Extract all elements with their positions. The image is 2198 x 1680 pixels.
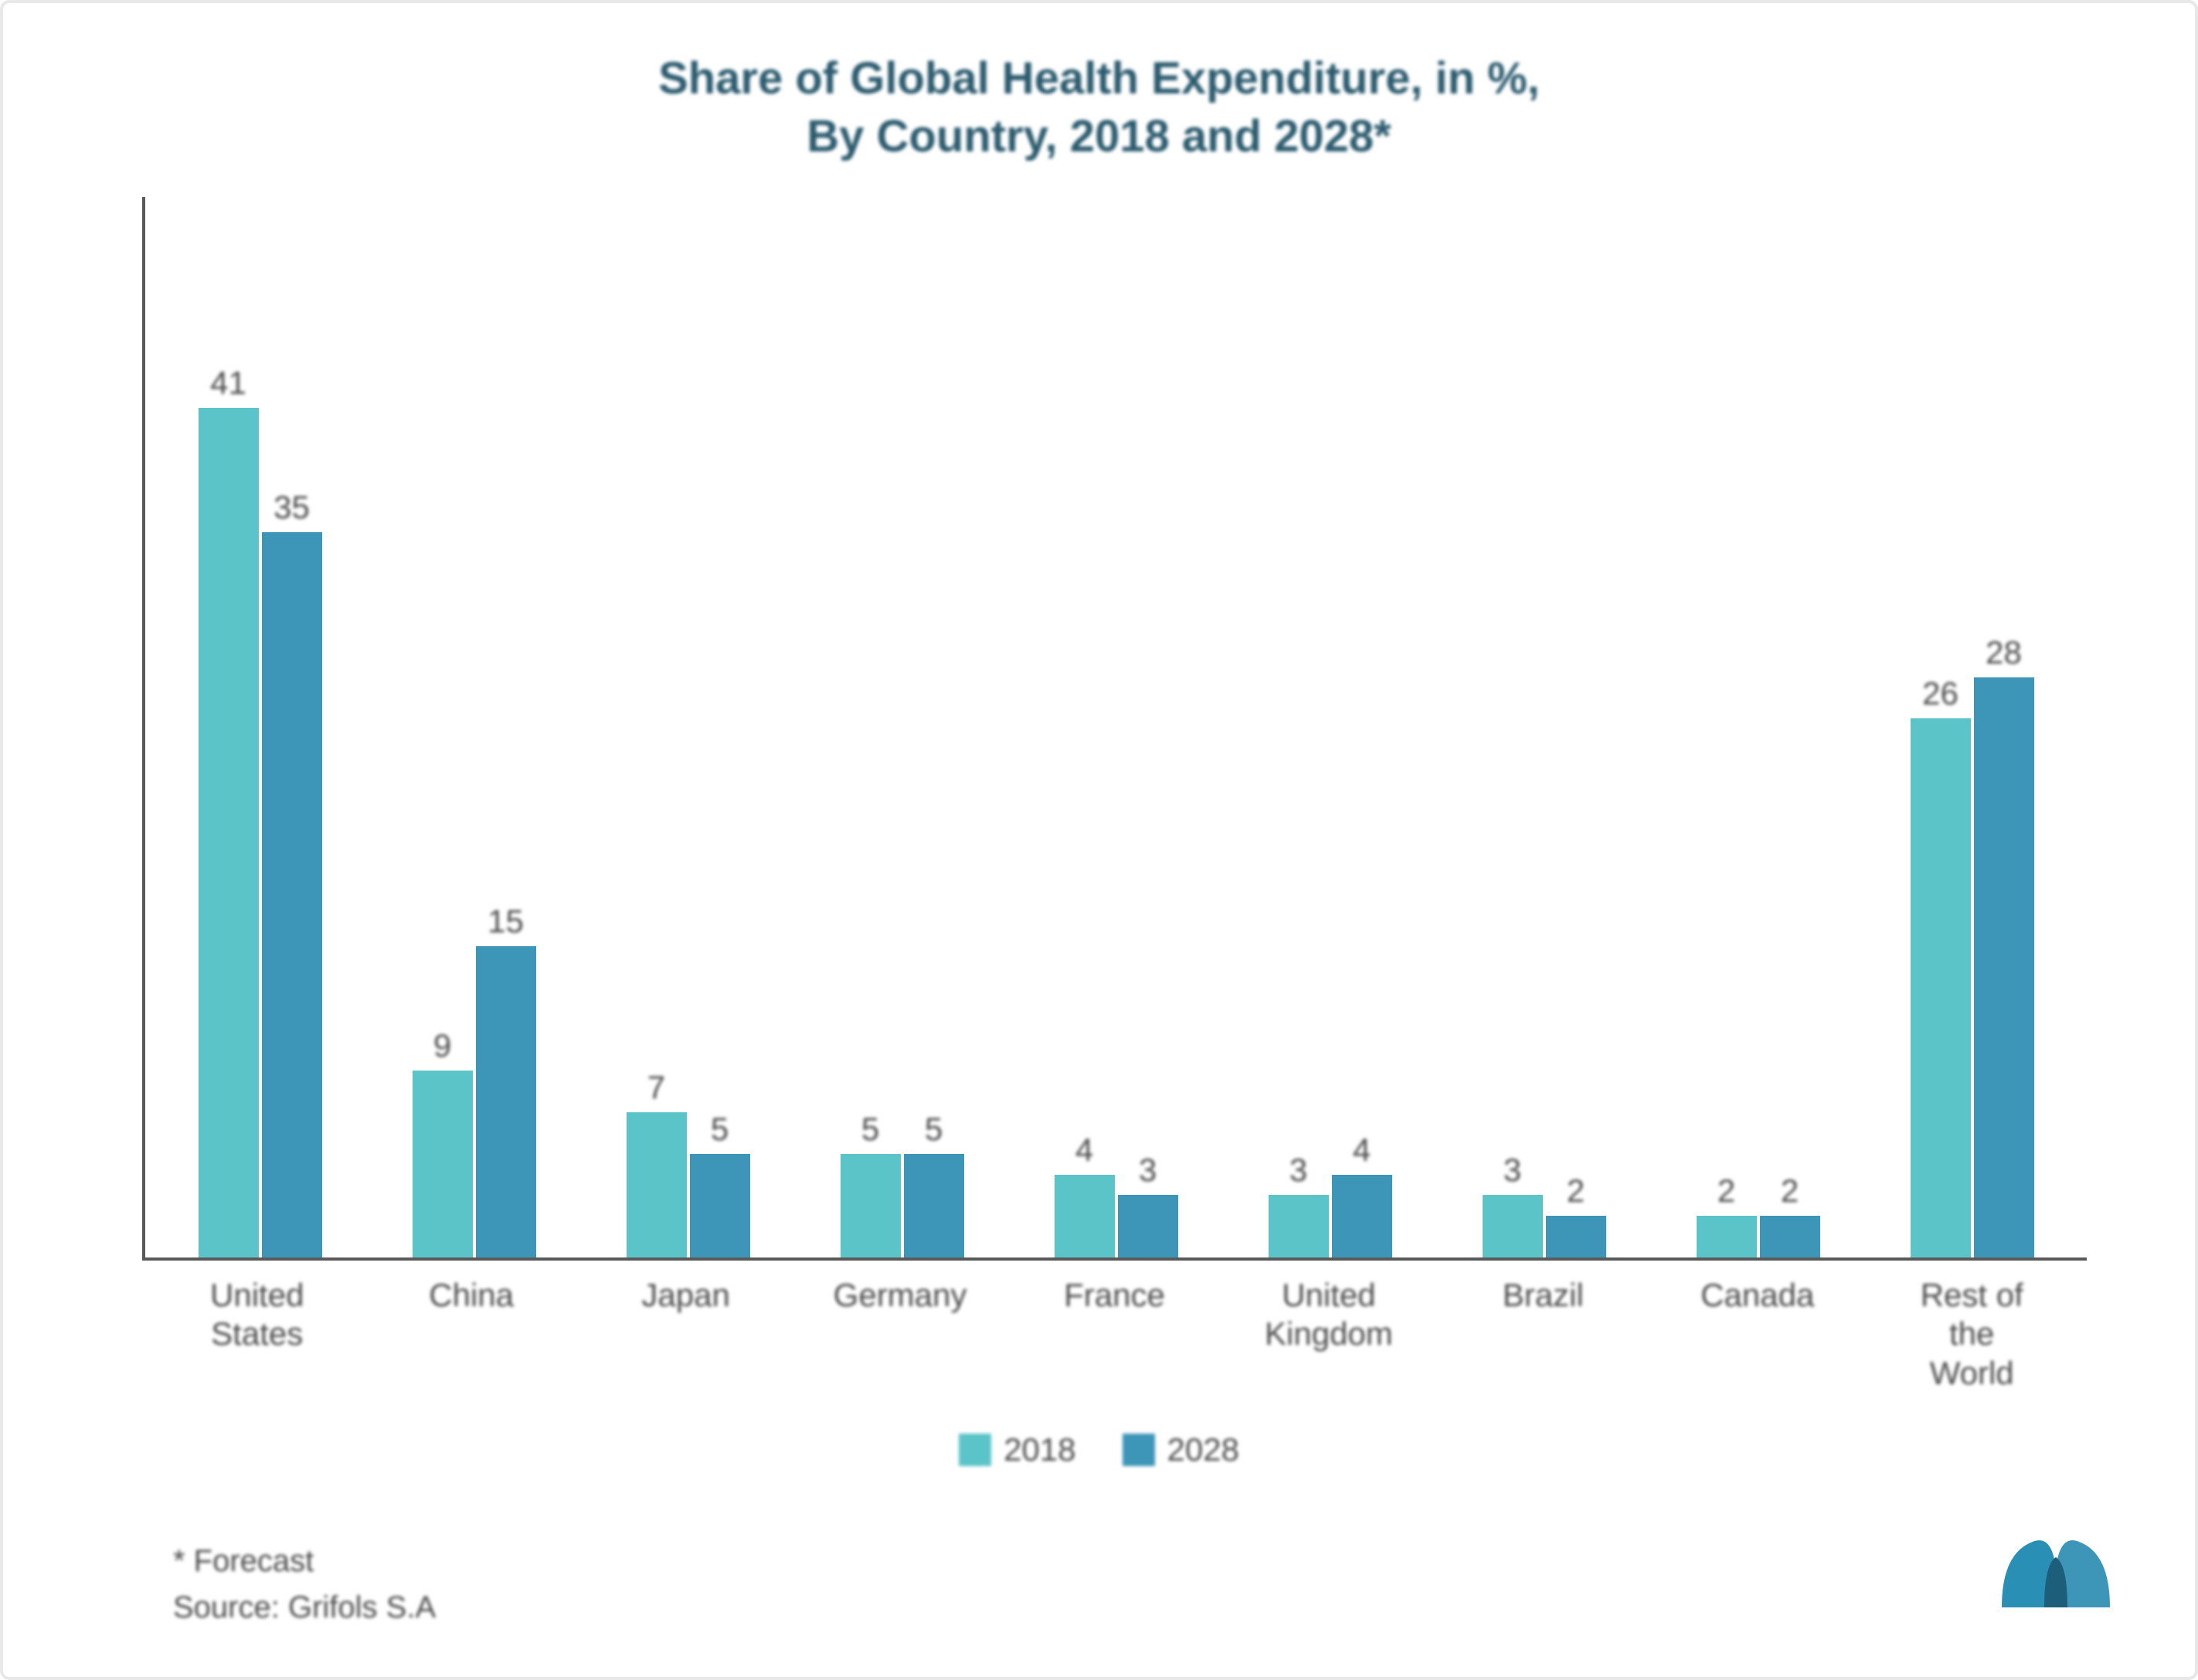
bar-group: 22 (1651, 1216, 1865, 1257)
bar: 9 (413, 1071, 473, 1257)
bar-value-label: 5 (861, 1111, 879, 1148)
bar-value-label: 2 (1717, 1173, 1735, 1210)
bar: 5 (904, 1154, 964, 1257)
bar-value-label: 2 (1567, 1173, 1585, 1210)
x-axis-label: Japan (579, 1276, 793, 1393)
legend-item-2028: 2028 (1123, 1431, 1239, 1468)
bar: 7 (627, 1112, 687, 1257)
title-line-1: Share of Global Health Expenditure, in %… (80, 49, 2118, 107)
bar: 4 (1332, 1175, 1392, 1257)
x-axis-label: United States (150, 1276, 364, 1393)
legend-label-2028: 2028 (1167, 1431, 1239, 1468)
bar: 2 (1697, 1216, 1757, 1257)
bar-value-label: 2 (1781, 1173, 1799, 1210)
legend-label-2018: 2018 (1004, 1431, 1075, 1468)
bar-value-label: 7 (647, 1069, 665, 1106)
bar-value-label: 41 (210, 365, 246, 402)
bar-group: 43 (1009, 1175, 1223, 1257)
bar-group: 34 (1223, 1175, 1437, 1257)
bar: 15 (476, 946, 536, 1257)
bar-group: 75 (581, 1112, 795, 1257)
bar-group: 32 (1437, 1195, 1651, 1257)
bar-value-label: 9 (433, 1027, 451, 1064)
title-line-2: By Country, 2018 and 2028* (80, 107, 2118, 165)
footnote-source: Source: Grifols S.A (173, 1584, 2118, 1631)
footnotes: * Forecast Source: Grifols S.A (173, 1538, 2118, 1631)
bar: 26 (1911, 718, 1971, 1257)
x-axis-label: Canada (1650, 1276, 1864, 1393)
bars-region: 41359157555433432222628 (142, 197, 2087, 1261)
bar: 5 (841, 1154, 901, 1257)
bar-value-label: 15 (488, 903, 524, 940)
legend-swatch-2018 (959, 1434, 991, 1466)
plot-area: 41359157555433432222628 United StatesChi… (142, 197, 2087, 1393)
bar-value-label: 4 (1075, 1132, 1093, 1169)
bar-value-label: 28 (1986, 634, 2022, 671)
x-axis-label: Germany (793, 1276, 1007, 1393)
chart-container: Share of Global Health Expenditure, in %… (80, 49, 2118, 1631)
bar: 5 (690, 1154, 750, 1257)
bar: 2 (1760, 1216, 1820, 1257)
bar-value-label: 4 (1353, 1132, 1371, 1169)
bar-value-label: 35 (273, 489, 310, 526)
x-axis-label: Brazil (1436, 1276, 1650, 1393)
bar-value-label: 5 (925, 1111, 943, 1148)
chart-title: Share of Global Health Expenditure, in %… (80, 49, 2118, 166)
bar: 3 (1118, 1195, 1178, 1257)
bar-value-label: 3 (1139, 1152, 1157, 1189)
bar: 3 (1269, 1195, 1329, 1257)
bar: 28 (1974, 677, 2034, 1257)
bar: 35 (262, 532, 322, 1257)
bar-value-label: 5 (711, 1111, 729, 1148)
bar: 3 (1483, 1195, 1543, 1257)
bar-group: 915 (367, 946, 581, 1257)
bar-group: 4135 (153, 408, 367, 1257)
bar-value-label: 3 (1289, 1152, 1307, 1189)
x-axis-labels: United StatesChinaJapanGermanyFranceUnit… (142, 1276, 2087, 1393)
x-axis-label: Rest of the World (1865, 1276, 2079, 1393)
x-axis-label: China (364, 1276, 578, 1393)
bar-group: 55 (795, 1154, 1009, 1257)
bar: 4 (1055, 1175, 1115, 1257)
bar: 41 (199, 408, 259, 1257)
legend-swatch-2028 (1123, 1434, 1155, 1466)
x-axis-label: United Kingdom (1221, 1276, 1435, 1393)
legend: 2018 2028 (80, 1431, 2118, 1468)
bar-value-label: 26 (1922, 675, 1958, 712)
brand-logo-icon (1994, 1530, 2118, 1615)
bar-group: 2628 (1865, 677, 2079, 1257)
bar-value-label: 3 (1503, 1152, 1521, 1189)
bar: 2 (1546, 1216, 1606, 1257)
footnote-forecast: * Forecast (173, 1538, 2118, 1584)
x-axis-label: France (1007, 1276, 1221, 1393)
legend-item-2018: 2018 (959, 1431, 1075, 1468)
